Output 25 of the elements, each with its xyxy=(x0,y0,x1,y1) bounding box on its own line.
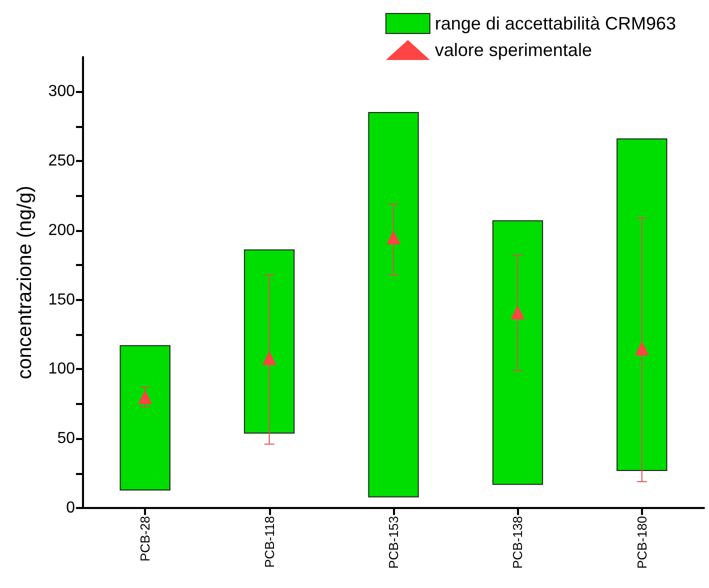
bar xyxy=(368,112,419,498)
point xyxy=(386,230,400,244)
x-tick-label: PCB-118 xyxy=(262,516,277,568)
legend-label: range di accettabilità CRM963 xyxy=(434,14,676,34)
legend-label: valore sperimentale xyxy=(434,40,592,60)
y-tick-label: 0 xyxy=(66,500,76,516)
y-tick-label: 200 xyxy=(48,222,76,239)
point xyxy=(262,351,276,366)
y-tick-label: 50 xyxy=(57,430,76,448)
bar xyxy=(244,249,295,434)
x-tick-label: PCB-153 xyxy=(386,516,401,569)
y-tick-label: 150 xyxy=(48,291,76,308)
y-tick-label: 250 xyxy=(48,152,76,170)
x-tick-label: PCB-180 xyxy=(634,516,650,569)
x-tick-label: PCB-138 xyxy=(510,516,526,569)
x-tick-label: PCB-28 xyxy=(138,516,153,562)
point xyxy=(634,341,649,356)
bar xyxy=(120,345,170,490)
point xyxy=(510,305,525,320)
bar xyxy=(492,220,544,485)
y-tick-label: 100 xyxy=(48,360,76,378)
y-axis-title: concentrazione (ng/g) xyxy=(14,186,36,380)
y-tick-label: 300 xyxy=(48,83,76,100)
point xyxy=(138,390,152,404)
bar xyxy=(616,138,668,472)
